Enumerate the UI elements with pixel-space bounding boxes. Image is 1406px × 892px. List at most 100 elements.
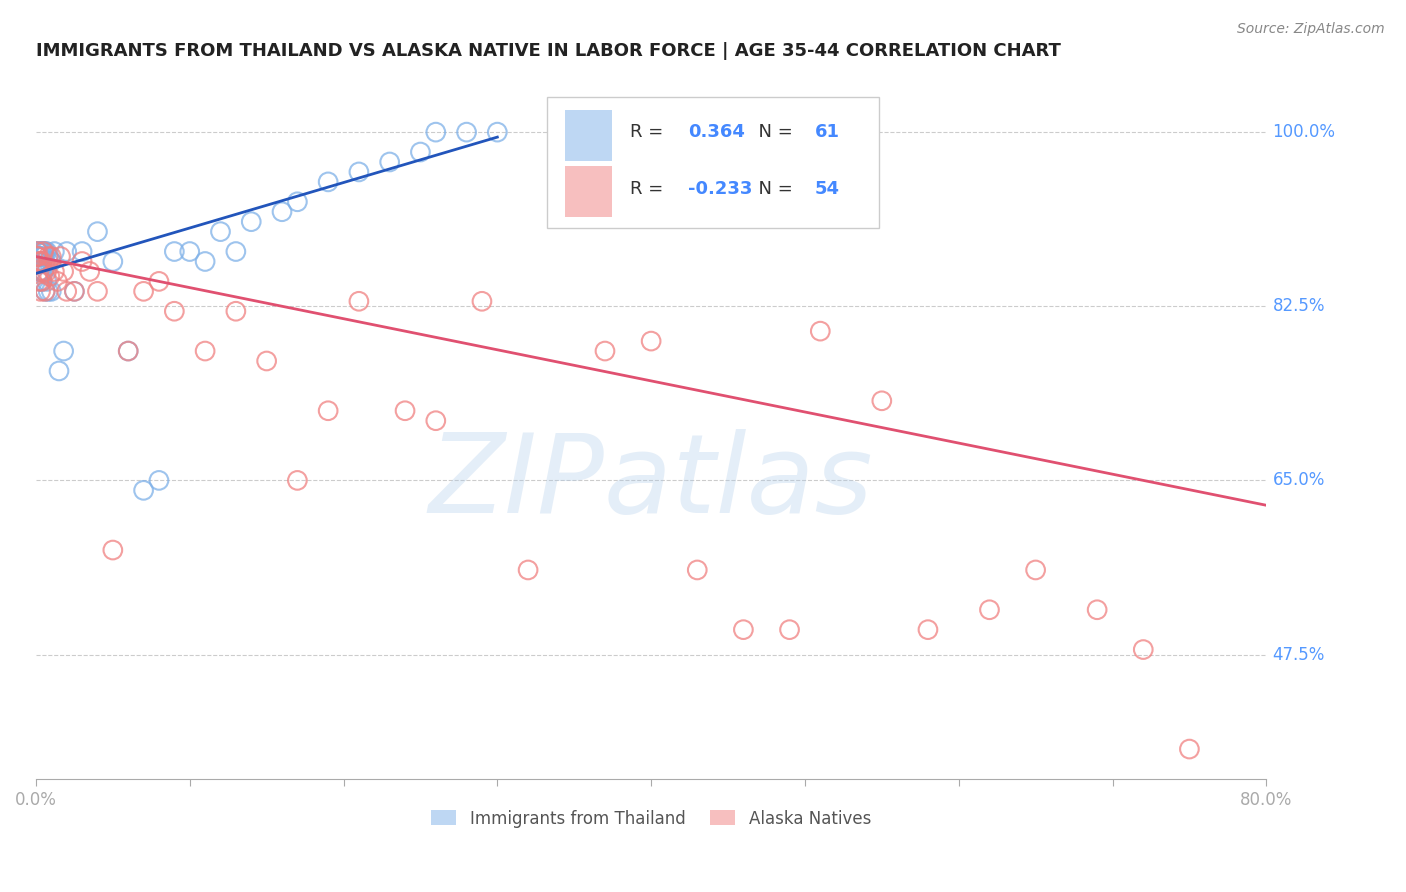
Text: N =: N = — [747, 180, 799, 198]
Point — [34, 254, 56, 268]
Point — [63, 285, 86, 299]
Point — [132, 285, 155, 299]
Point — [27, 250, 49, 264]
Point — [28, 254, 51, 268]
Point — [28, 274, 51, 288]
Point — [316, 175, 339, 189]
Point — [35, 274, 58, 288]
Point — [32, 244, 55, 259]
Point — [240, 215, 263, 229]
Point — [32, 264, 55, 278]
Point — [27, 244, 49, 259]
Point — [471, 294, 494, 309]
Point — [44, 244, 66, 259]
Point — [32, 250, 55, 264]
Point — [425, 414, 447, 428]
Point — [63, 285, 86, 299]
Point — [27, 250, 49, 264]
Point — [640, 334, 662, 348]
Point — [30, 274, 52, 288]
Text: -0.233: -0.233 — [688, 180, 752, 198]
Text: R =: R = — [630, 123, 669, 142]
Point — [30, 250, 52, 264]
Point — [394, 403, 416, 417]
Point — [117, 344, 139, 359]
Point — [378, 155, 401, 169]
Point — [486, 125, 509, 139]
Point — [39, 285, 62, 299]
Point — [1132, 642, 1154, 657]
Point — [55, 285, 77, 299]
Legend: Immigrants from Thailand, Alaska Natives: Immigrants from Thailand, Alaska Natives — [425, 803, 877, 834]
Point — [27, 244, 49, 259]
Point — [32, 244, 55, 259]
Point — [46, 274, 69, 288]
Point — [31, 264, 53, 278]
Point — [194, 254, 217, 268]
Point — [28, 254, 51, 268]
Point — [70, 244, 93, 259]
Point — [30, 244, 52, 259]
Point — [32, 264, 55, 278]
Point — [39, 250, 62, 264]
Point — [194, 344, 217, 359]
Point — [28, 244, 51, 259]
Point — [101, 254, 124, 268]
Point — [34, 285, 56, 299]
Point — [870, 393, 893, 408]
Point — [27, 250, 49, 264]
Point — [30, 285, 52, 299]
Point — [39, 254, 62, 268]
Point — [52, 264, 75, 278]
Point — [30, 264, 52, 278]
Point — [1085, 603, 1108, 617]
Point — [49, 250, 72, 264]
Text: 65.0%: 65.0% — [1272, 471, 1324, 490]
Point — [456, 125, 478, 139]
Point — [27, 244, 49, 259]
Point — [808, 324, 831, 338]
Text: 100.0%: 100.0% — [1272, 123, 1336, 141]
FancyBboxPatch shape — [547, 97, 879, 227]
Point — [27, 250, 49, 264]
Point — [148, 274, 170, 288]
Point — [52, 344, 75, 359]
Point — [34, 285, 56, 299]
Point — [31, 244, 53, 259]
Point — [37, 285, 59, 299]
Point — [31, 254, 53, 268]
FancyBboxPatch shape — [565, 167, 612, 218]
Point — [733, 623, 755, 637]
Point — [287, 194, 309, 209]
Point — [517, 563, 540, 577]
Point — [225, 244, 247, 259]
Text: 82.5%: 82.5% — [1272, 297, 1324, 315]
Point — [28, 264, 51, 278]
Point — [31, 274, 53, 288]
Point — [86, 285, 108, 299]
Point — [117, 344, 139, 359]
Point — [31, 274, 53, 288]
Point — [38, 269, 60, 284]
Point — [35, 244, 58, 259]
Point — [271, 204, 294, 219]
Point — [70, 254, 93, 268]
Point — [148, 474, 170, 488]
Point — [28, 250, 51, 264]
Point — [132, 483, 155, 498]
Text: IMMIGRANTS FROM THAILAND VS ALASKA NATIVE IN LABOR FORCE | AGE 35-44 CORRELATION: IMMIGRANTS FROM THAILAND VS ALASKA NATIV… — [37, 42, 1060, 60]
Point — [179, 244, 201, 259]
Point — [48, 364, 70, 378]
Point — [28, 250, 51, 264]
Point — [27, 254, 49, 268]
Point — [30, 254, 52, 268]
Text: Source: ZipAtlas.com: Source: ZipAtlas.com — [1237, 22, 1385, 37]
Point — [86, 225, 108, 239]
Point — [163, 304, 186, 318]
Point — [1178, 742, 1201, 756]
Point — [37, 254, 59, 268]
Text: ZIPatlas: ZIPatlas — [429, 429, 873, 536]
Point — [779, 623, 801, 637]
Point — [209, 225, 232, 239]
Point — [347, 294, 370, 309]
